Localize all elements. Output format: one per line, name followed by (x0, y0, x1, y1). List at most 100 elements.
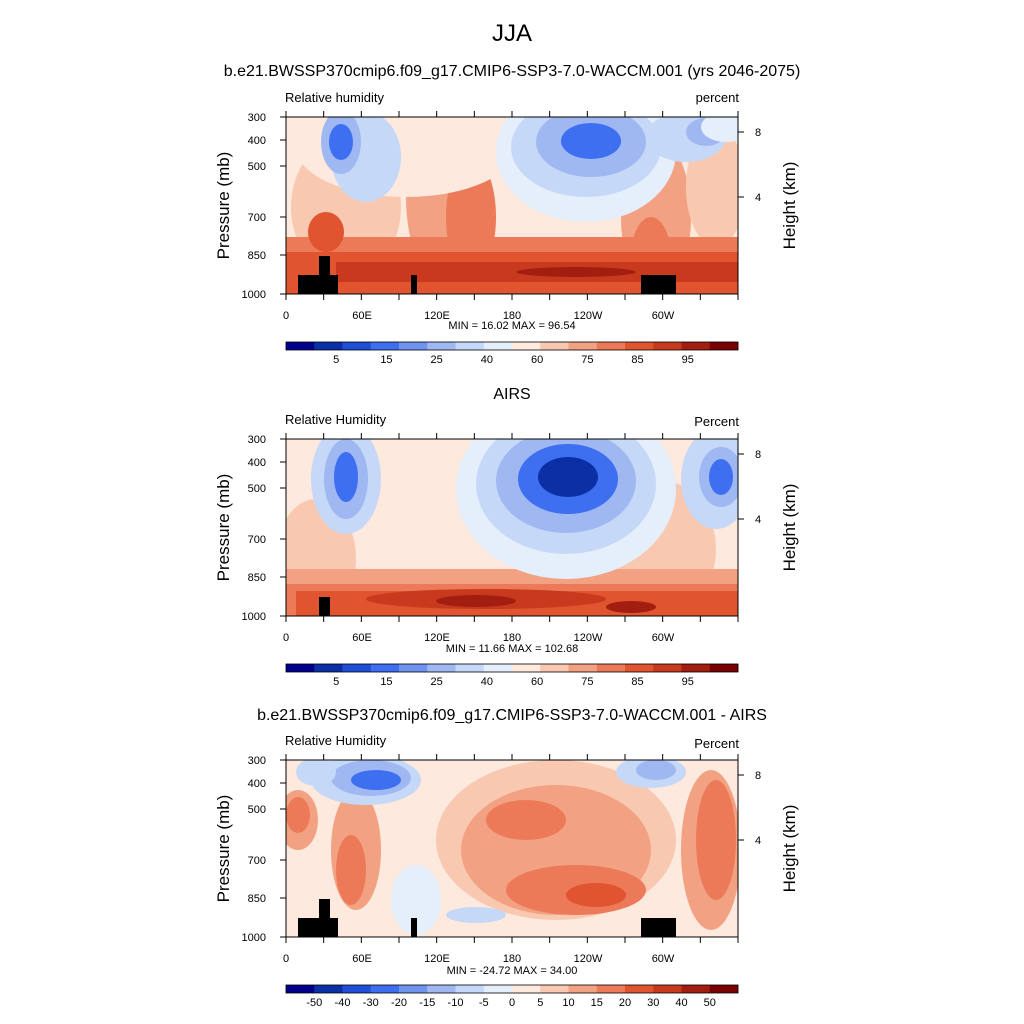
colorbar-swatch (370, 985, 400, 993)
colorbar-swatch (455, 985, 485, 993)
panel-3-graphic: 0 60E 120E 180 120W 60W300400500700850100084P… (214, 754, 799, 1009)
y-tick-label: 850 (248, 250, 266, 262)
colorbar-label: 60 (531, 354, 543, 366)
x-tick-label: 180 (503, 310, 521, 322)
colorbar-swatch (653, 985, 682, 993)
x-tick-label: 180 (503, 953, 521, 965)
x-tick-label: 120E (424, 310, 450, 322)
colorbar-swatch (596, 342, 626, 350)
y-tick-label: 700 (248, 855, 266, 867)
y2-tick-label: 8 (755, 770, 761, 782)
y2-axis-label: Height (km) (780, 162, 799, 250)
colorbar-swatch (286, 664, 315, 672)
colorbar-swatch (709, 664, 739, 672)
colorbar-swatch (709, 985, 739, 993)
x-tick-label: 60E (352, 310, 372, 322)
y2-tick-label: 8 (755, 127, 761, 139)
colorbar-swatch (653, 342, 682, 350)
colorbar-label: -20 (391, 997, 407, 1009)
y-tick-label: 400 (248, 457, 266, 469)
y-tick-label: 1000 (242, 611, 266, 623)
colorbar-label: -50 (306, 997, 322, 1009)
colorbar-label: 60 (531, 676, 543, 688)
y-axis-label: Pressure (mb) (214, 474, 233, 582)
x-tick-label: 60W (652, 632, 675, 644)
colorbar-label: 30 (647, 997, 659, 1009)
y-tick-label: 1000 (242, 289, 266, 301)
colorbar-swatch (512, 985, 541, 993)
x-tick-label: 60E (352, 953, 372, 965)
y-tick-label: 300 (248, 112, 266, 124)
colorbar-swatch (427, 985, 456, 993)
y2-tick-label: 4 (755, 192, 761, 204)
x-tick-label: 0 (283, 953, 289, 965)
y-tick-label: 300 (248, 434, 266, 446)
colorbar-label: 40 (675, 997, 687, 1009)
x-tick-label: 60W (652, 953, 675, 965)
x-tick-label: 120W (574, 310, 603, 322)
panel-3-field (286, 760, 738, 937)
colorbar-swatch (568, 342, 598, 350)
colorbar-swatch (370, 342, 400, 350)
y-tick-label: 1000 (242, 932, 266, 944)
panel-2-field (286, 439, 738, 616)
panel-1-field (286, 117, 738, 294)
y2-tick-label: 8 (755, 449, 761, 461)
colorbar-swatch (483, 664, 513, 672)
x-tick-label: 0 (283, 310, 289, 322)
colorbar-label: 5 (333, 354, 339, 366)
colorbar-label: 15 (380, 676, 392, 688)
colorbar-swatch (512, 664, 541, 672)
colorbar-swatch (286, 985, 315, 993)
colorbar-label: 15 (591, 997, 603, 1009)
y-tick-label: 700 (248, 534, 266, 546)
colorbar-label: 5 (333, 676, 339, 688)
y-tick-label: 500 (248, 161, 266, 173)
colorbar-label: 50 (704, 997, 716, 1009)
colorbar-swatch (399, 664, 428, 672)
x-tick-label: 120W (574, 632, 603, 644)
colorbar-label: 95 (682, 354, 694, 366)
colorbar-swatch (314, 985, 343, 993)
colorbar-swatch (314, 342, 343, 350)
colorbar-swatch (370, 664, 400, 672)
colorbar-swatch (427, 342, 456, 350)
colorbar-label: -30 (363, 997, 379, 1009)
colorbar-label: 15 (380, 354, 392, 366)
colorbar-label: 85 (631, 354, 643, 366)
colorbar-swatch (681, 664, 711, 672)
y-tick-label: 400 (248, 135, 266, 147)
colorbar-label: 5 (537, 997, 543, 1009)
x-tick-label: 120E (424, 953, 450, 965)
colorbar-swatch (681, 342, 711, 350)
colorbar-swatch (342, 985, 372, 993)
colorbar-swatch (399, 985, 428, 993)
colorbar-label: 40 (481, 676, 493, 688)
colorbar-swatch (653, 664, 682, 672)
colorbar-swatch (399, 342, 428, 350)
y-tick-label: 700 (248, 212, 266, 224)
y2-tick-label: 4 (755, 514, 761, 526)
colorbar-swatch (512, 342, 541, 350)
colorbar-swatch (286, 342, 315, 350)
colorbar-swatch (483, 985, 513, 993)
colorbar-label: -40 (335, 997, 351, 1009)
y-tick-label: 850 (248, 893, 266, 905)
colorbar-swatch (540, 342, 569, 350)
y2-axis-label: Height (km) (780, 484, 799, 572)
y-tick-label: 500 (248, 483, 266, 495)
colorbar-swatch (625, 342, 654, 350)
colorbar-label: 10 (562, 997, 574, 1009)
colorbar-label: 25 (431, 354, 443, 366)
colorbar-label: 75 (581, 676, 593, 688)
panel-1-graphic: 0 60E 120E 180 120W 60W 300 400 500 700 850 1000 8 4 P… (214, 111, 799, 366)
x-tick-label: 120E (424, 632, 450, 644)
colorbar-label: 25 (431, 676, 443, 688)
colorbar-swatch (568, 985, 598, 993)
colorbar-swatch (625, 664, 654, 672)
colorbar-label: -10 (448, 997, 464, 1009)
x-tick-label: 120W (574, 953, 603, 965)
x-tick-label: 60E (352, 632, 372, 644)
colorbar-swatch (540, 985, 569, 993)
colorbar-label: 40 (481, 354, 493, 366)
